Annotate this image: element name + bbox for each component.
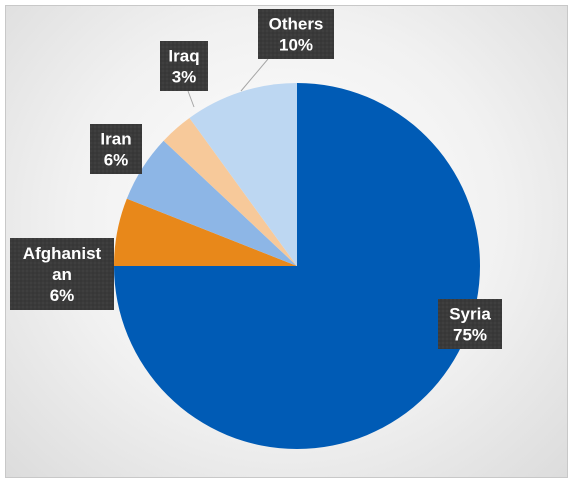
data-label-percent: 10% [279, 36, 313, 55]
data-label-category: Iraq [168, 47, 199, 66]
data-label-category: an [52, 265, 72, 284]
data-label-afghanistan: Afghanist an 6% [10, 238, 114, 310]
pie-slice-iraq [163, 117, 297, 266]
data-label-percent: 75% [453, 326, 487, 345]
leader-lines-layer [187, 58, 269, 108]
data-label-syria: Syria 75% [438, 299, 502, 349]
pie-chart: Syria 75% Afghanist an 6% Iran 6% Iraq 3% Others 1… [10, 9, 502, 449]
data-label-category: Others [269, 15, 324, 34]
data-label-category: Afghanist [23, 244, 102, 263]
slices-layer [114, 83, 480, 449]
data-label-percent: 3% [172, 68, 197, 87]
data-labels-layer: Syria 75% Afghanist an 6% Iran 6% Iraq 3% Others 1… [10, 9, 502, 349]
leader-line-others [240, 58, 269, 92]
pie-slice-iran [126, 140, 297, 266]
data-label-others: Others 10% [258, 9, 334, 59]
pie-slice-others [189, 83, 297, 266]
pie-slice-afghanistan [114, 198, 297, 266]
data-label-iraq: Iraq 3% [160, 41, 208, 91]
data-label-category: Syria [449, 305, 491, 324]
data-label-category: Iran [100, 130, 131, 149]
data-label-iran: Iran 6% [90, 124, 142, 174]
data-label-box [438, 299, 502, 349]
data-label-box [258, 9, 334, 59]
leader-line-iraq [187, 90, 195, 108]
chart-frame: Syria 75% Afghanist an 6% Iran 6% Iraq 3% Others 1… [5, 5, 568, 478]
data-label-box [160, 41, 208, 91]
data-label-box [90, 124, 142, 174]
data-label-percent: 6% [50, 286, 75, 305]
data-label-percent: 6% [104, 151, 129, 170]
data-label-box [10, 238, 114, 310]
